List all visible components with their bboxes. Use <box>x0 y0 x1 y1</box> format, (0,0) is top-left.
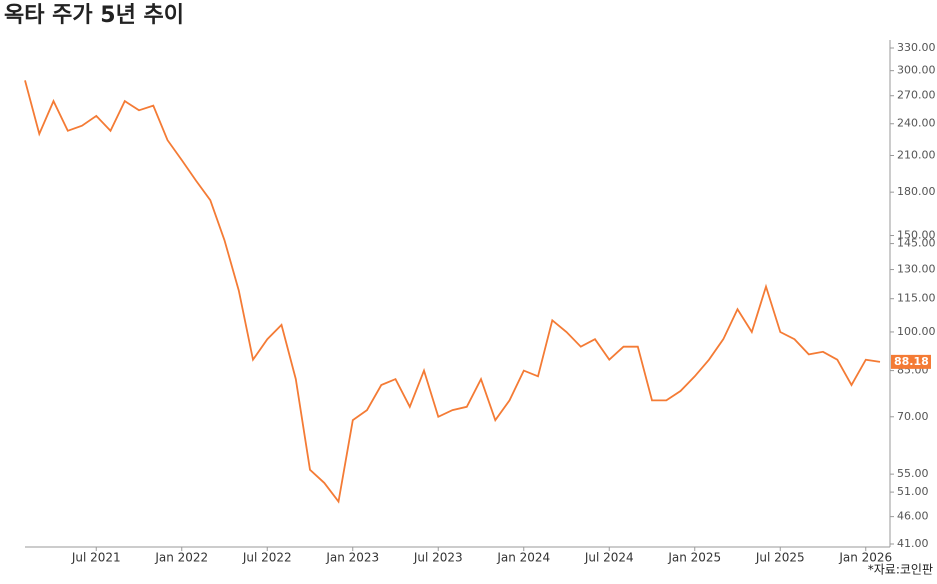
y-tick-label: 300.00 <box>897 64 936 77</box>
y-tick-label: 100.00 <box>897 325 936 338</box>
y-tick-label: 55.00 <box>897 467 929 480</box>
y-tick-label: 51.00 <box>897 485 929 498</box>
y-tick-label: 145.00 <box>897 237 936 250</box>
x-tick-label: Jan 2024 <box>496 551 550 565</box>
y-tick-label: 210.00 <box>897 148 936 161</box>
y-tick-label: 270.00 <box>897 89 936 102</box>
x-tick-label: Jan 2025 <box>667 551 721 565</box>
source: *자료:코인판 <box>868 563 933 577</box>
x-tick-label: Jul 2024 <box>584 551 634 565</box>
x-tick-label: Jul 2021 <box>71 551 121 565</box>
y-tick-label: 46.00 <box>897 510 929 523</box>
y-tick-label: 70.00 <box>897 410 929 423</box>
y-tick-label: 41.00 <box>897 537 929 550</box>
y-tick-label: 115.00 <box>897 292 936 305</box>
y-tick-label: 130.00 <box>897 263 936 276</box>
x-tick-label: Jul 2025 <box>755 551 805 565</box>
x-tick-label: Jul 2022 <box>242 551 292 565</box>
last-value-label: 88.18 <box>894 355 929 368</box>
y-tick-label: 330.00 <box>897 41 936 54</box>
y-tick-label: 180.00 <box>897 185 936 198</box>
y-tick-label: 150.00 <box>897 229 936 242</box>
x-tick-label: Jan 2026 <box>838 551 892 565</box>
x-tick-label: Jul 2023 <box>413 551 463 565</box>
chart-title: 옥타 주가 5년 추이 <box>4 3 184 28</box>
y-tick-label: 240.00 <box>897 117 936 130</box>
x-tick-label: Jan 2023 <box>325 551 379 565</box>
price-line <box>24 80 881 504</box>
last-value-box <box>891 354 931 369</box>
x-tick-label: Jan 2022 <box>154 551 208 565</box>
